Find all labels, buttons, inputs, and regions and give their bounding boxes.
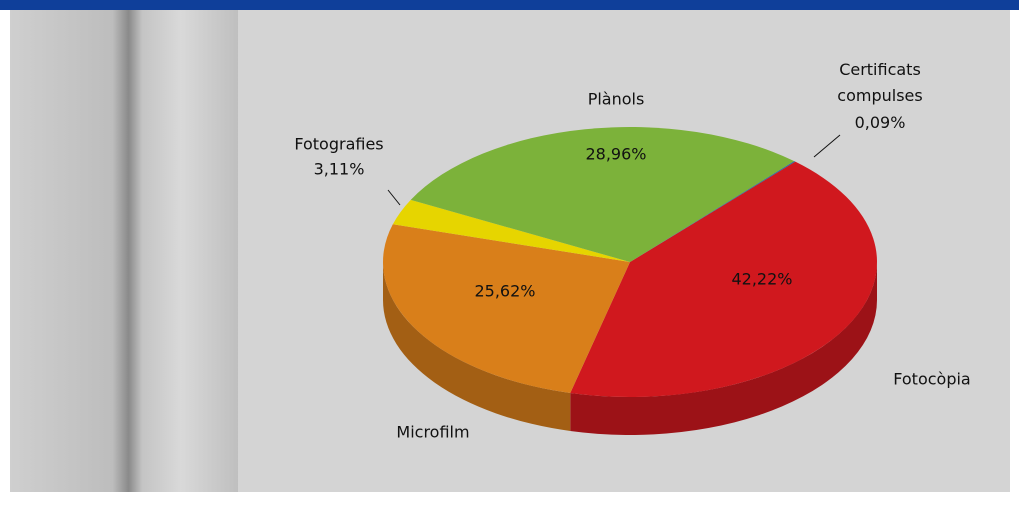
- slice: [630, 161, 796, 262]
- category-label: Fotografies: [294, 135, 383, 154]
- slice: [383, 224, 630, 393]
- value-label: 28,96%: [585, 145, 646, 164]
- slice: [410, 127, 795, 262]
- category-label: Microfilm: [396, 423, 469, 442]
- leader-line: [813, 134, 841, 158]
- value-label: 3,11%: [314, 160, 365, 179]
- category-label: Plànols: [588, 90, 645, 109]
- slice-side: [570, 262, 878, 435]
- slice-side: [383, 262, 571, 431]
- value-label: 25,62%: [474, 282, 535, 301]
- slice: [392, 199, 630, 262]
- photo: [10, 10, 238, 492]
- category-label: Certificats compulses: [837, 60, 923, 105]
- leader-line: [387, 189, 401, 206]
- value-label: 0,09%: [854, 113, 906, 132]
- slice: [570, 161, 877, 397]
- category-label: Fotocòpia: [893, 370, 970, 389]
- header-bar: [0, 0, 1019, 10]
- value-label: 42,22%: [731, 270, 792, 289]
